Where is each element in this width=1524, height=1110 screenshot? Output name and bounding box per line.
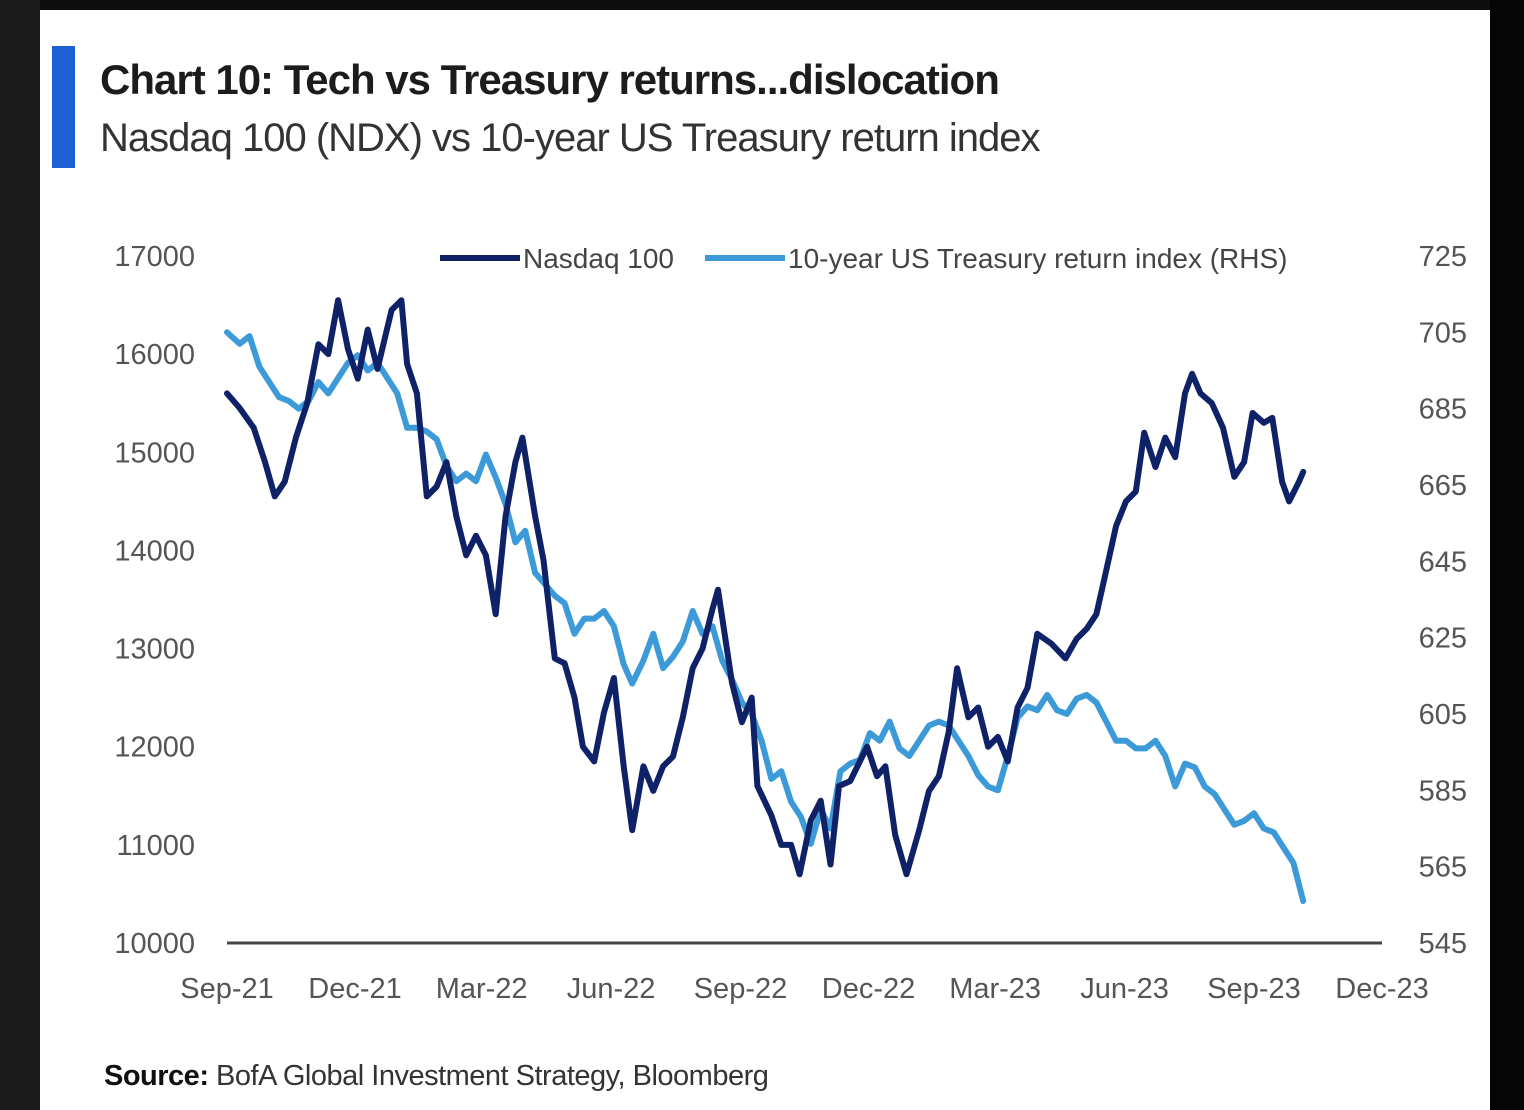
left-axis-ticks: 17000 16000 15000 14000 13000 12000 11000 10000 [114,241,195,960]
right-tick-label: 665 [1419,470,1467,502]
x-tick-label: Jun-23 [1080,973,1169,1005]
left-tick-label: 12000 [114,732,195,764]
left-tick-label: 15000 [114,437,195,469]
right-axis-ticks: 725 705 685 665 645 625 605 585 565 545 [1419,241,1467,960]
x-tick-label: Dec-22 [822,973,916,1005]
x-tick-label: Mar-23 [949,973,1041,1005]
left-tick-label: 13000 [114,634,195,666]
x-tick-label: Jun-22 [567,973,656,1005]
series-layer [227,300,1303,901]
right-tick-label: 585 [1419,775,1467,807]
left-tick-label: 17000 [114,241,195,273]
left-tick-label: 11000 [117,830,196,862]
source-text: BofA Global Investment Strategy, Bloombe… [216,1060,768,1092]
x-axis-ticks: Sep-21 Dec-21 Mar-22 Jun-22 Sep-22 Dec-22 Mar-… [180,973,1429,1005]
right-tick-label: 565 [1419,852,1467,884]
left-tick-label: 16000 [114,339,195,371]
right-tick-label: 705 [1419,317,1467,349]
legend-label-treasury: 10-year US Treasury return index (RHS) [788,243,1288,274]
legend-label-nasdaq: Nasdaq 100 [523,243,674,274]
source-label: Source: [104,1060,208,1092]
x-tick-label: Dec-21 [308,973,402,1005]
left-tick-label: 10000 [114,928,195,960]
right-tick-label: 645 [1419,546,1467,578]
x-tick-label: Sep-21 [180,973,274,1005]
right-tick-label: 545 [1419,928,1467,960]
legend: Nasdaq 100 10-year US Treasury return ind… [440,243,1288,274]
right-tick-label: 605 [1419,699,1467,731]
source-note: Source: BofA Global Investment Strategy,… [104,1060,768,1093]
x-tick-label: Dec-23 [1335,973,1429,1005]
nasdaq-series-line [227,300,1303,874]
right-tick-label: 725 [1419,241,1467,273]
line-chart: 17000 16000 15000 14000 13000 12000 11000 10000… [0,0,1524,1110]
x-tick-label: Mar-22 [436,973,528,1005]
treasury-series-line [227,332,1303,901]
right-tick-label: 685 [1419,394,1467,426]
right-tick-label: 625 [1419,623,1467,655]
x-tick-label: Sep-23 [1207,973,1301,1005]
left-tick-label: 14000 [114,535,195,567]
x-tick-label: Sep-22 [694,973,788,1005]
